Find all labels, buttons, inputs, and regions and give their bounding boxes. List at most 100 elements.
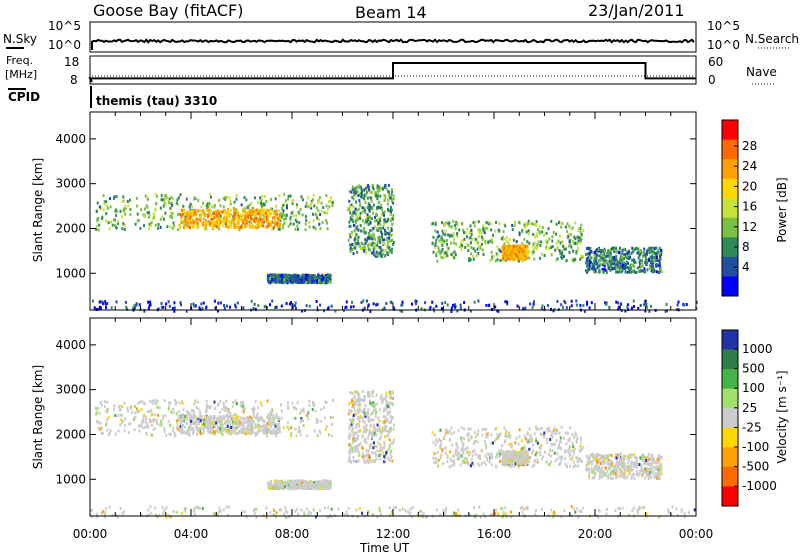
scatter-cell xyxy=(143,215,145,218)
scatter-cell xyxy=(292,486,294,489)
scatter-cell xyxy=(588,247,590,250)
scatter-cell xyxy=(562,306,564,309)
scatter-cell xyxy=(207,209,209,212)
scatter-cell xyxy=(318,223,320,226)
scatter-cell xyxy=(319,213,321,216)
scatter-cell xyxy=(265,216,267,219)
power-data-layer xyxy=(92,184,698,313)
scatter-cell xyxy=(174,306,176,309)
scatter-cell xyxy=(587,252,589,255)
scatter-cell xyxy=(371,191,373,194)
scatter-cell xyxy=(150,410,152,413)
scatter-cell xyxy=(387,457,389,460)
scatter-cell xyxy=(572,241,574,244)
scatter-cell xyxy=(228,420,230,423)
scatter-cell xyxy=(596,248,598,251)
scatter-cell xyxy=(411,303,413,306)
noise-panel-frame xyxy=(90,22,696,52)
scatter-cell xyxy=(364,194,366,197)
scatter-cell xyxy=(436,260,438,263)
scatter-cell xyxy=(563,255,565,258)
scatter-cell xyxy=(433,251,435,254)
scatter-cell xyxy=(313,487,315,490)
scatter-cell xyxy=(165,414,167,417)
scatter-cell xyxy=(267,220,269,223)
scatter-cell xyxy=(573,259,575,262)
scatter-cell xyxy=(364,430,366,433)
scatter-cell xyxy=(473,247,475,250)
scatter-cell xyxy=(243,218,245,221)
scatter-cell xyxy=(197,401,199,404)
scatter-cell xyxy=(385,231,387,234)
scatter-cell xyxy=(382,188,384,191)
scatter-cell xyxy=(245,211,247,214)
scatter-cell xyxy=(361,242,363,245)
scatter-cell xyxy=(476,241,478,244)
scatter-cell xyxy=(233,415,235,418)
scatter-cell xyxy=(140,208,142,211)
scatter-cell xyxy=(483,230,485,233)
scatter-cell xyxy=(316,206,318,209)
scatter-cell xyxy=(210,218,212,221)
scatter-cell xyxy=(391,188,393,191)
scatter-cell xyxy=(453,238,455,241)
scatter-cell xyxy=(355,399,357,402)
scatter-cell xyxy=(653,260,655,263)
scatter-cell xyxy=(387,203,389,206)
scatter-cell xyxy=(375,412,377,415)
scatter-cell xyxy=(317,434,319,437)
scatter-cell xyxy=(214,401,216,404)
scatter-cell xyxy=(329,486,331,489)
scatter-cell xyxy=(354,460,356,463)
scatter-cell xyxy=(224,415,226,418)
scatter-cell xyxy=(437,231,439,234)
scatter-cell xyxy=(237,211,239,214)
scatter-cell xyxy=(321,202,323,205)
scatter-cell xyxy=(571,300,573,303)
scatter-cell xyxy=(357,239,359,242)
scatter-cell xyxy=(385,406,387,409)
scatter-cell xyxy=(354,402,356,405)
scatter-cell xyxy=(551,235,553,238)
scatter-cell xyxy=(160,207,162,210)
scatter-cell xyxy=(386,187,388,190)
scatter-cell xyxy=(315,409,317,412)
scatter-cell xyxy=(157,400,159,403)
scatter-cell xyxy=(449,225,451,228)
scatter-cell xyxy=(327,208,329,211)
scatter-cell xyxy=(312,198,314,201)
scatter-cell xyxy=(163,427,165,430)
scatter-cell xyxy=(377,218,379,221)
scatter-cell xyxy=(322,221,324,224)
scatter-cell xyxy=(235,418,237,421)
scatter-cell xyxy=(234,209,236,212)
scatter-cell xyxy=(305,482,307,485)
scatter-cell xyxy=(282,227,284,230)
scatter-cell xyxy=(362,447,364,450)
scatter-cell xyxy=(659,264,661,267)
scatter-cell xyxy=(143,415,145,418)
scatter-cell xyxy=(259,429,261,432)
scatter-cell xyxy=(200,217,202,220)
scatter-cell xyxy=(444,301,446,304)
scatter-cell xyxy=(180,303,182,306)
scatter-cell xyxy=(141,408,143,411)
scatter-cell xyxy=(362,455,364,458)
scatter-cell xyxy=(283,218,285,221)
scatter-cell xyxy=(164,212,166,215)
scatter-cell xyxy=(528,242,530,245)
scatter-cell xyxy=(179,213,181,216)
scatter-cell xyxy=(188,432,190,435)
scatter-cell xyxy=(523,238,525,241)
scatter-cell xyxy=(229,423,231,426)
scatter-cell xyxy=(386,451,388,454)
scatter-cell xyxy=(556,223,558,226)
scatter-cell xyxy=(580,224,582,227)
scatter-cell xyxy=(637,307,639,310)
scatter-cell xyxy=(106,422,108,425)
scatter-cell xyxy=(527,245,529,248)
scatter-cell xyxy=(204,221,206,224)
scatter-cell xyxy=(368,433,370,436)
scatter-cell xyxy=(110,429,112,432)
scatter-cell xyxy=(475,255,477,258)
